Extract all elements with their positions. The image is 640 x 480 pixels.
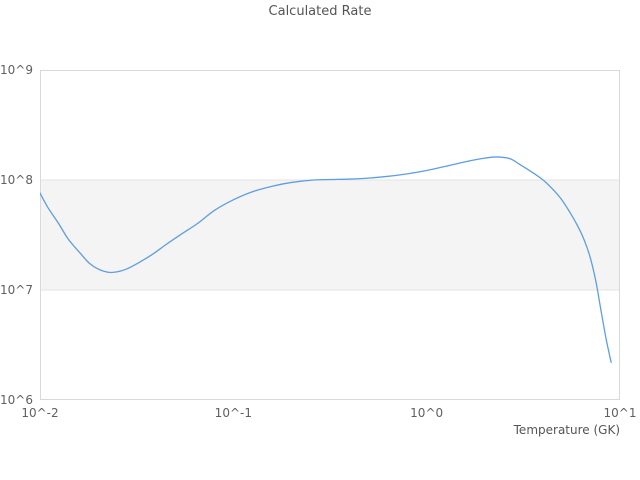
x-tick-label: 10^0	[410, 406, 444, 420]
x-tick-label: 10^-2	[21, 406, 59, 420]
grid-band	[40, 180, 620, 290]
rate-line	[40, 156, 612, 363]
plot-area	[40, 70, 620, 400]
plot-border	[40, 70, 620, 400]
y-tick-label: 10^9	[0, 63, 33, 77]
y-tick-label: 10^8	[0, 173, 33, 187]
x-tick-label: 10^-1	[214, 406, 252, 420]
x-axis-title: Temperature (GK)	[513, 423, 620, 437]
y-tick-label: 10^7	[0, 283, 33, 297]
y-tick-label: 10^6	[0, 393, 33, 407]
x-tick-label: 10^1	[603, 406, 637, 420]
chart-title: Calculated Rate	[268, 4, 372, 19]
